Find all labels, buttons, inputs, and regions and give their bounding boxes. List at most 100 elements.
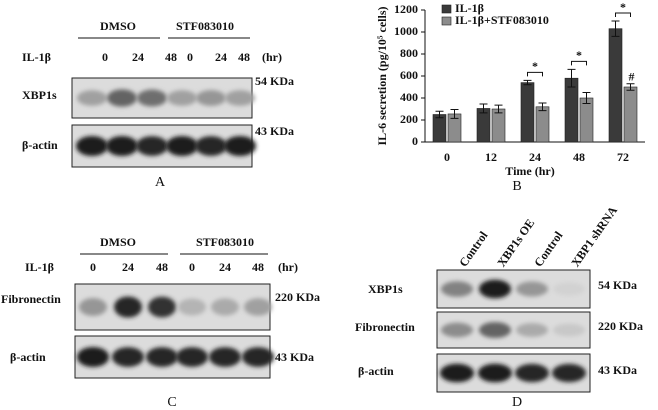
figure-layer: DMSO STF083010 IL-1β 0 24 48 0 24 48 (hr) XBP1s β-a… — [1, 0, 645, 410]
bracket — [527, 71, 543, 77]
legend-swatch — [441, 16, 452, 26]
error-bar — [582, 92, 591, 104]
time-label: 48 — [165, 50, 177, 64]
bracket — [615, 12, 631, 17]
row-label: β-actin — [22, 138, 58, 152]
x-axis-label: Time (hr) — [505, 164, 554, 178]
annotation: * — [576, 48, 582, 62]
x-tick-label: 12 — [485, 150, 497, 164]
band — [553, 282, 585, 296]
band — [242, 347, 274, 367]
band — [77, 347, 109, 367]
band — [178, 298, 206, 316]
y-tick-label: 1000 — [394, 24, 418, 38]
error-bar — [611, 20, 620, 37]
band — [478, 363, 512, 383]
bar — [535, 106, 550, 143]
row-label: XBP1s — [22, 88, 57, 102]
time-label: 0 — [102, 50, 108, 64]
lane-label: XBP1 shRNA — [568, 203, 620, 269]
size-label: 43 KDa — [598, 363, 637, 377]
band — [196, 90, 226, 106]
band — [209, 347, 241, 367]
x-tick-label: 0 — [444, 150, 450, 164]
legend-label: IL-1β — [455, 1, 484, 15]
treatment-label: IL-1β — [25, 260, 54, 274]
group-label: STF083010 — [196, 235, 254, 249]
band — [211, 298, 239, 316]
band — [195, 136, 227, 156]
panel-label: C — [167, 395, 176, 410]
y-tick-label: 0 — [412, 134, 418, 148]
band — [112, 347, 144, 367]
bar — [608, 28, 623, 143]
error-bar — [523, 79, 532, 86]
legend-swatch — [441, 4, 452, 14]
band — [515, 363, 549, 383]
time-label: 48 — [238, 50, 250, 64]
legend-label: IL-1β+STF083010 — [455, 13, 549, 27]
row-label: β-actin — [358, 364, 394, 378]
size-label: 220 KDa — [275, 290, 320, 304]
band — [176, 347, 208, 367]
time-label: 0 — [189, 260, 195, 274]
y-tick-label: 1200 — [394, 2, 418, 16]
error-bar — [538, 102, 547, 112]
unit-label: (hr) — [262, 50, 282, 64]
band — [441, 281, 473, 297]
panel-label: A — [155, 175, 166, 190]
band — [146, 347, 178, 367]
band — [479, 279, 511, 299]
group-label: DMSO — [100, 235, 136, 249]
time-label: 0 — [90, 260, 96, 274]
annotation: # — [629, 69, 635, 83]
band — [244, 298, 272, 316]
band — [440, 363, 474, 383]
band — [77, 90, 107, 106]
time-label: 0 — [187, 50, 193, 64]
band — [225, 90, 255, 106]
band — [516, 323, 548, 337]
band — [148, 296, 176, 318]
annotation: * — [620, 0, 626, 14]
x-tick-label: 24 — [529, 150, 541, 164]
band — [479, 322, 511, 338]
error-bar — [494, 104, 503, 114]
time-label: 48 — [156, 260, 168, 274]
error-bar — [567, 68, 576, 88]
band — [441, 322, 473, 338]
treatment-label: IL-1β — [22, 50, 51, 64]
band — [114, 296, 142, 318]
band — [167, 90, 197, 106]
y-tick-label: 800 — [400, 46, 418, 60]
x-tick-label: 72 — [617, 150, 629, 164]
bar — [623, 86, 638, 143]
size-label: 54 KDa — [598, 278, 637, 292]
panel-label: D — [512, 395, 522, 410]
y-axis-label: IL-6 secretion (pg/10⁵ cells) — [375, 6, 389, 145]
bar — [491, 108, 506, 143]
time-label: 24 — [215, 50, 227, 64]
band — [166, 136, 198, 156]
bar — [476, 108, 491, 143]
band — [107, 89, 137, 107]
panel-label: B — [512, 179, 521, 194]
row-label: Fibronectin — [1, 292, 61, 306]
error-bar — [435, 110, 444, 119]
error-bar — [450, 109, 459, 119]
size-label: 220 KDa — [598, 319, 643, 333]
band — [516, 281, 548, 297]
band — [136, 136, 168, 156]
row-label: XBP1s — [368, 282, 403, 296]
bracket — [571, 60, 587, 66]
band — [552, 363, 586, 383]
y-tick-label: 200 — [400, 112, 418, 126]
bar — [520, 82, 535, 143]
error-bar — [479, 103, 488, 114]
bar — [432, 114, 447, 143]
band — [79, 298, 107, 316]
size-label: 54 KDa — [255, 74, 294, 88]
band — [76, 136, 108, 156]
unit-label: (hr) — [278, 260, 298, 274]
